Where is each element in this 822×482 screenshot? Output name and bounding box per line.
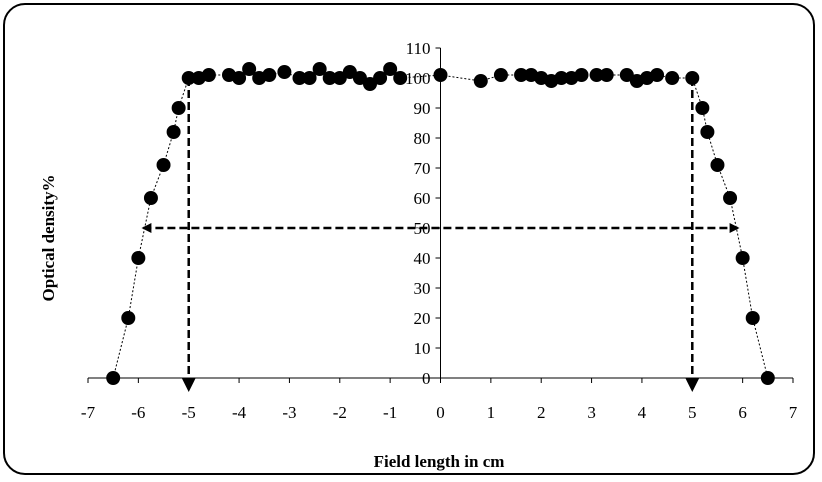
x-tick-label: 3 [587, 403, 596, 422]
data-point [121, 311, 136, 325]
x-tick-label: 6 [738, 403, 747, 422]
data-point [312, 62, 327, 76]
x-tick-label: 4 [638, 403, 647, 422]
data-point [665, 71, 680, 85]
x-tick-label: 1 [487, 403, 496, 422]
y-tick-label: 60 [414, 189, 431, 208]
x-tick-label: 7 [789, 403, 798, 422]
data-point [589, 68, 604, 82]
x-tick-label: -1 [383, 403, 397, 422]
x-tick-label: 5 [688, 403, 697, 422]
data-point [695, 101, 710, 115]
data-point [735, 251, 750, 265]
x-tick-label: -6 [131, 403, 145, 422]
y-tick-label: 80 [414, 129, 431, 148]
data-point [166, 125, 181, 139]
data-point [599, 68, 614, 82]
axes-layer [87, 47, 794, 383]
data-point [363, 77, 377, 91]
data-point [473, 74, 488, 88]
data-point [383, 62, 398, 76]
x-tick-label: 0 [436, 403, 445, 422]
data-point [277, 65, 292, 79]
data-point [723, 191, 738, 205]
data-point [106, 371, 121, 385]
data-point [514, 68, 529, 82]
x-axis-title: Field length in cm [374, 452, 505, 471]
data-point [650, 68, 665, 82]
y-tick-label: 50 [414, 219, 431, 238]
chart-frame [3, 3, 815, 475]
annotations-layer [141, 78, 740, 392]
data-point [262, 68, 277, 82]
y-tick-label: 0 [422, 369, 431, 388]
data-point [619, 68, 634, 82]
data-point [242, 62, 257, 76]
y-tick-label: 100 [405, 69, 431, 88]
y-axis-title: Optical density% [39, 174, 58, 301]
x-tick-label: -4 [232, 403, 247, 422]
data-point [342, 65, 357, 79]
x-tick-label: -3 [282, 403, 296, 422]
x-tick-label: 2 [537, 403, 546, 422]
y-tick-label: 90 [414, 99, 431, 118]
x-tick-label: -5 [182, 403, 196, 422]
data-point [131, 251, 146, 265]
data-point [574, 68, 589, 82]
data-point [292, 71, 307, 85]
data-point [700, 125, 715, 139]
data-point [373, 71, 388, 85]
data-point [332, 71, 347, 85]
data-point [493, 68, 508, 82]
data-point [232, 71, 247, 85]
data-point [433, 68, 448, 82]
y-tick-label: 40 [414, 249, 431, 268]
x-tick-label: -7 [81, 403, 96, 422]
y-tick-label: 20 [414, 309, 431, 328]
series-layer [106, 62, 775, 385]
data-point [143, 191, 158, 205]
data-point [393, 71, 408, 85]
data-point [156, 158, 171, 172]
data-point [171, 101, 186, 115]
data-point [322, 71, 337, 85]
tick-labels-layer: -7 -6 -5 -4 -3 -2 -1 0 1 2 3 4 5 6 7010203040506070809… [81, 39, 798, 422]
data-point [352, 71, 367, 85]
data-point [181, 71, 196, 85]
y-tick-label: 110 [406, 39, 431, 58]
data-point [302, 71, 317, 85]
y-tick-label: 70 [414, 159, 431, 178]
data-point [554, 71, 569, 85]
data-point [201, 68, 216, 82]
data-point [745, 311, 760, 325]
x-tick-label: -2 [333, 403, 347, 422]
y-tick-label: 30 [414, 279, 431, 298]
y-tick-label: 10 [414, 339, 431, 358]
data-point [710, 158, 725, 172]
data-point [760, 371, 775, 385]
data-point [685, 71, 700, 85]
